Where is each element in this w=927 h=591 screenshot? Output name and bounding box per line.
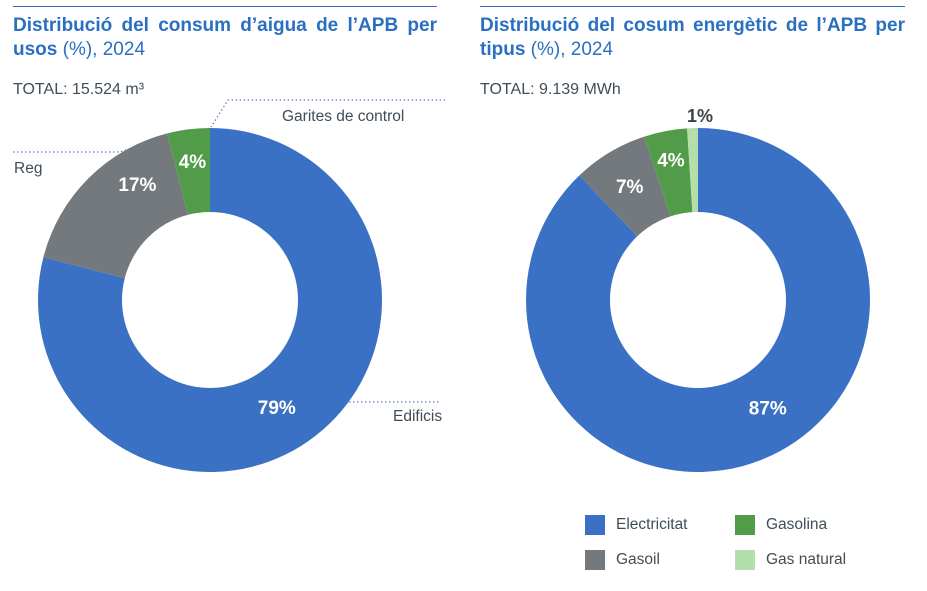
electricitat-swatch — [585, 515, 605, 535]
leader-label-edificis: Edificis — [393, 408, 442, 425]
water-total-label: TOTAL: 15.524 m³ — [13, 81, 145, 98]
legend-label-gasolina: Gasolina — [766, 516, 828, 533]
slice-label-reg: 17% — [118, 175, 156, 196]
leader-line-garites-de-control — [210, 99, 445, 128]
donut-slice-garites-de-control — [167, 128, 210, 215]
legend-item-electricitat: Electricitat — [585, 515, 735, 535]
legend-label-electricitat: Electricitat — [616, 516, 688, 533]
donut-slice-electricitat — [525, 128, 870, 472]
donut-slice-gas-natural — [687, 128, 698, 213]
leader-label-reg: Reg — [14, 160, 42, 177]
energy-chart-title-bold: Distribució del cosum energètic de l’APB… — [480, 15, 905, 60]
water-chart-title-bold: Distribució del consum d’aigua de l’APB … — [13, 15, 437, 60]
water-chart-title-rest: (%), 2024 — [57, 39, 146, 60]
donut-slice-gasoil — [579, 136, 671, 237]
donut-slice-edificis — [38, 128, 383, 472]
gasolina-swatch — [735, 515, 755, 535]
slice-label-electricitat: 87% — [749, 398, 787, 419]
energy-legend: Electricitat Gasolina Gasoil Gas natural — [585, 515, 846, 570]
slice-label-gasoil: 7% — [616, 177, 644, 198]
legend-item-gas-natural: Gas natural — [735, 550, 846, 570]
energy-chart-header: Distribució del cosum energètic de l’APB… — [480, 6, 905, 62]
leader-line-reg — [13, 145, 139, 153]
slice-label-edificis: 79% — [258, 398, 296, 419]
water-chart-title: Distribució del consum d’aigua de l’APB … — [13, 6, 437, 62]
energy-chart-title: Distribució del cosum energètic de l’APB… — [480, 6, 905, 62]
legend-label-gasoil: Gasoil — [616, 551, 660, 568]
gasoil-swatch — [585, 550, 605, 570]
energy-chart-title-rest: (%), 2024 — [525, 39, 614, 60]
water-chart-header: Distribució del consum d’aigua de l’APB … — [13, 6, 437, 62]
legend-item-gasolina: Gasolina — [735, 515, 846, 535]
energy-total-label: TOTAL: 9.139 MWh — [480, 81, 621, 98]
donut-slice-gasolina — [644, 128, 693, 217]
leader-label-garites-de-control: Garites de control — [282, 108, 404, 125]
outside-slice-label: 1% — [687, 106, 713, 126]
legend-item-gasoil: Gasoil — [585, 550, 735, 570]
gas-natural-swatch — [735, 550, 755, 570]
slice-label-gasolina: 4% — [657, 151, 685, 172]
donut-slice-reg — [43, 133, 189, 279]
slice-label-garites-de-control: 4% — [179, 152, 207, 173]
legend-label-gas-natural: Gas natural — [766, 551, 847, 568]
